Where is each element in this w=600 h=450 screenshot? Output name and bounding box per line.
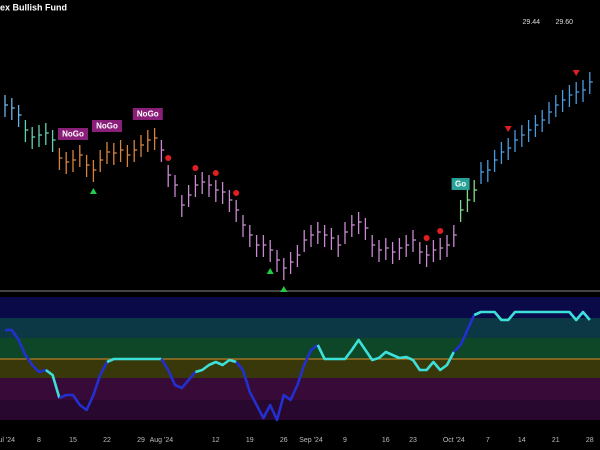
dot-signal [437,228,444,234]
oscillator-line [160,358,197,390]
oscillator-line [473,310,591,322]
oscillator-line [235,343,319,422]
x-tick-label: 22 [103,437,111,444]
x-tick-label: 21 [552,437,560,444]
x-tick-label: 14 [518,437,526,444]
band [0,400,600,420]
dot-signal [165,155,172,161]
header-value: 29.60 [555,19,573,26]
oscillator-line [452,314,476,353]
flag-label: Go [455,180,466,189]
flag-label: NoGo [96,122,118,131]
flag-box [451,178,470,190]
dot-signal [233,190,240,196]
x-tick-label: 9 [343,437,347,444]
oscillator-line [58,361,109,412]
oscillator-line [45,368,61,399]
x-tick-label: 12 [212,437,220,444]
band [0,359,600,378]
flag-box [58,128,88,140]
x-tick-label: 26 [280,437,288,444]
oscillator-line [316,338,455,372]
band [0,378,600,400]
x-tick-label: 28 [586,437,594,444]
x-tick-label: Jul '24 [0,437,15,444]
band [0,338,600,359]
flag-box [132,108,163,120]
flag-label: NoGo [137,110,159,119]
x-tick-label: 15 [69,437,77,444]
chart-title: ex Bullish Fund [0,2,67,12]
down-signal [504,126,512,132]
x-tick-label: 7 [486,437,490,444]
oscillator-bands [0,297,600,420]
up-signal [266,268,274,274]
oscillator-line [195,358,237,374]
oscillator-line [5,328,47,374]
band [0,318,600,338]
up-signal [89,188,97,194]
x-tick-label: 19 [246,437,254,444]
x-tick-label: 8 [37,437,41,444]
dot-signal [192,165,199,171]
dot-signal [212,170,219,176]
flag-label: NoGo [62,130,84,139]
down-signal [572,70,580,76]
flag-box [92,120,122,132]
x-tick-label: 16 [382,437,390,444]
x-tick-label: Aug '24 [150,437,174,444]
dot-signal [423,235,430,241]
x-tick-label: 29 [137,437,145,444]
x-tick-label: Oct '24 [443,437,465,444]
up-signal [280,286,288,292]
x-tick-label: Sep '24 [299,437,323,444]
band [0,297,600,318]
header-value: 29.44 [522,19,540,26]
oscillator-line [106,357,162,364]
x-tick-label: 23 [409,437,417,444]
